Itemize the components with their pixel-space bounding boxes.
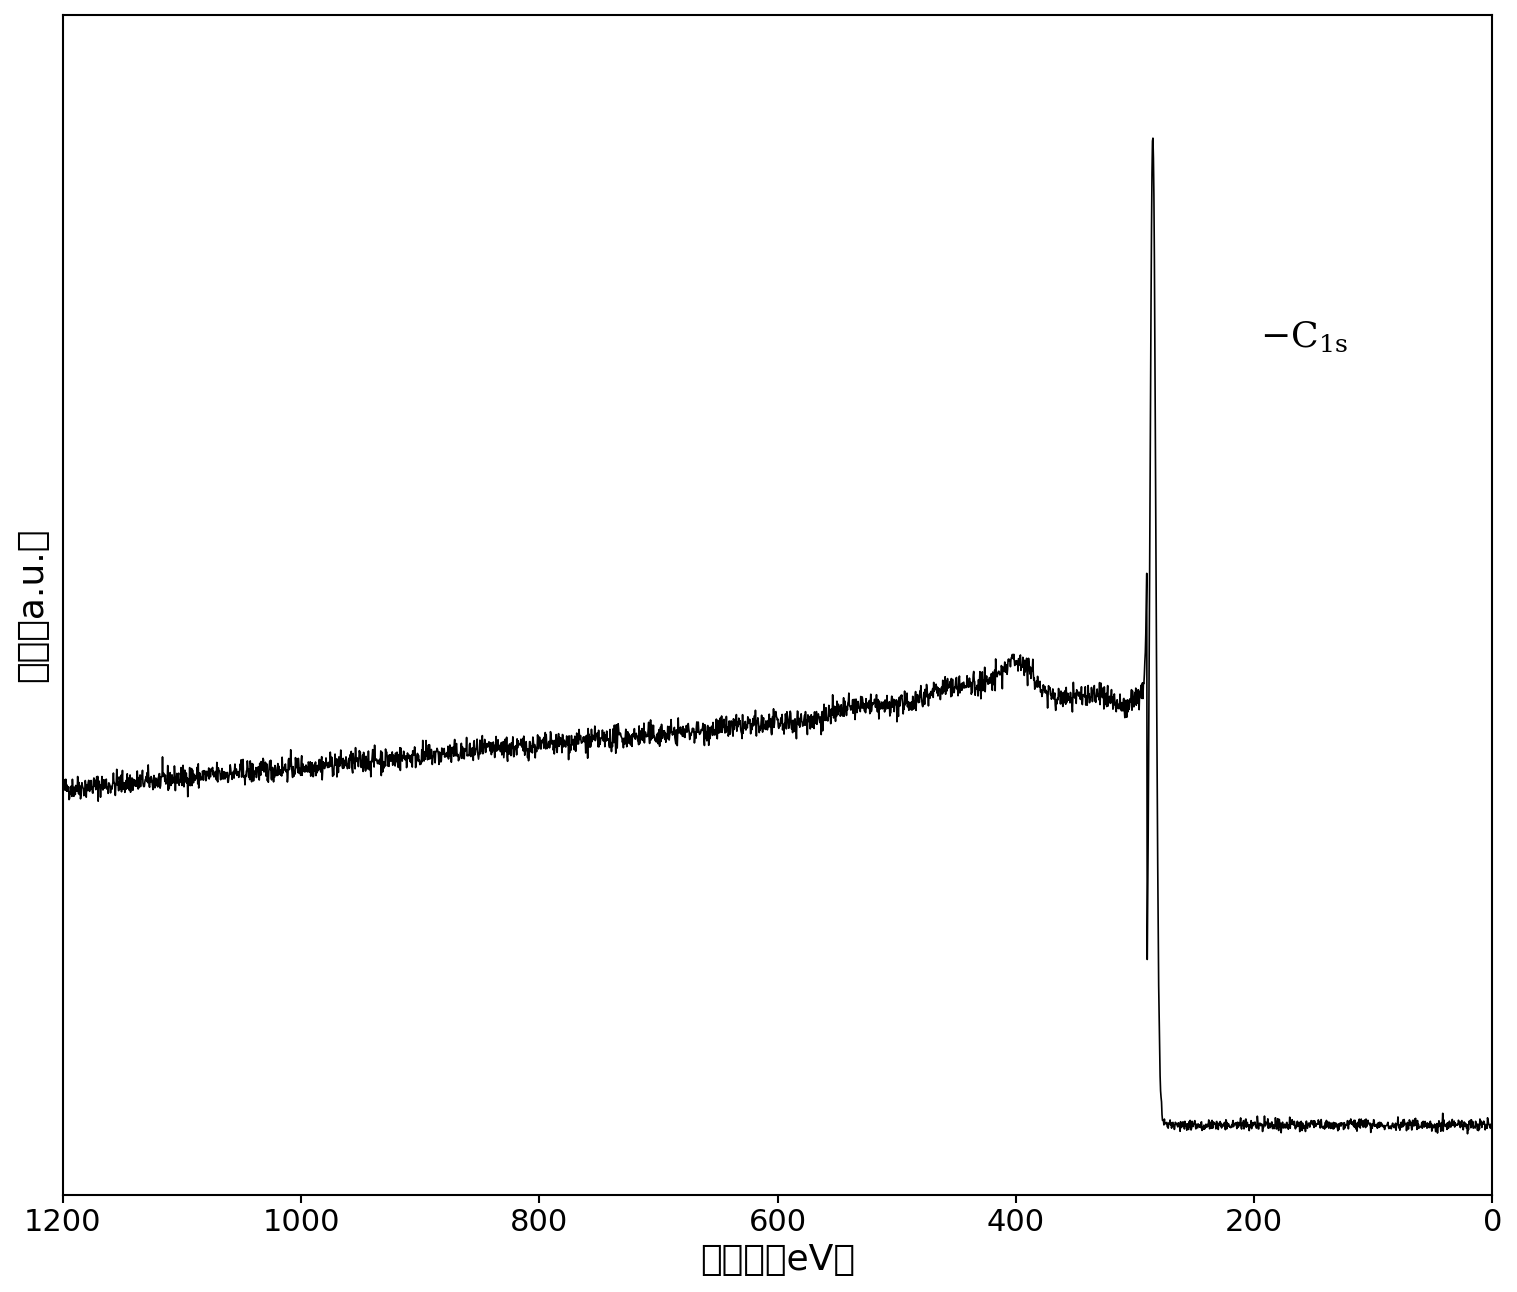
X-axis label: 结合能（eV）: 结合能（eV） [701, 1243, 856, 1276]
Y-axis label: 强度（a.u.）: 强度（a.u.） [15, 528, 49, 682]
Text: $\mathregular{-C_{1s}}$: $\mathregular{-C_{1s}}$ [1261, 319, 1349, 354]
